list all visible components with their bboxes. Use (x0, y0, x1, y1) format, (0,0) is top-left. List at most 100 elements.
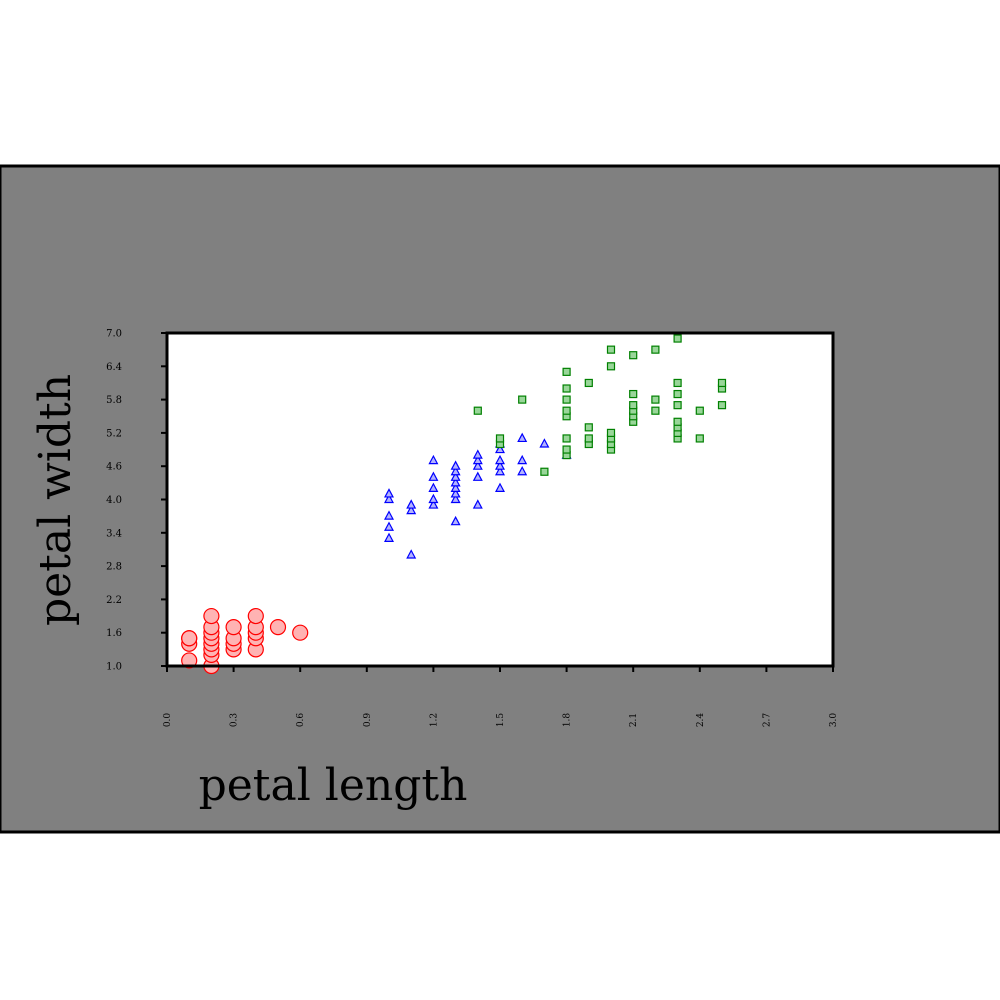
y-tick-label: 3.4 (106, 528, 122, 539)
data-point-square (584, 378, 593, 388)
data-point-triangle (450, 488, 461, 498)
data-point-triangle (450, 482, 461, 492)
data-point-square (629, 389, 638, 399)
data-point-triangle (384, 510, 394, 520)
data-point-circle (247, 607, 264, 625)
x-tick-label: 2.4 (696, 713, 706, 728)
y-tick-label: 2.8 (106, 562, 122, 573)
data-point-square (562, 406, 571, 415)
data-point-triangle (428, 482, 439, 492)
x-tick-label: 0.9 (363, 713, 373, 728)
y-tick-label: 7.0 (106, 329, 122, 340)
data-point-triangle (450, 493, 461, 504)
data-point-triangle (495, 454, 505, 465)
data-point-triangle (428, 471, 439, 481)
data-point-triangle (495, 460, 505, 470)
y-tick-label: 1.6 (106, 628, 122, 639)
data-point-circle (292, 624, 309, 641)
data-point-square (584, 434, 593, 443)
data-point-square (606, 362, 616, 371)
data-point-square (651, 395, 660, 404)
data-point-triangle (384, 488, 394, 498)
data-point-square (673, 417, 682, 426)
data-point-triangle (384, 521, 394, 531)
data-point-triangle (472, 499, 483, 509)
data-point-square (673, 334, 682, 343)
data-point-square (717, 401, 727, 410)
y-axis-ticks: 1.0 1.6 2.2 2.8 3.4 4.0 4.6 5.2 5.8 6.4 7.0 (106, 329, 167, 673)
data-point-square (629, 351, 638, 360)
data-point-triangle (406, 499, 417, 509)
data-point-triangle (428, 454, 439, 465)
data-point-triangle (450, 465, 461, 476)
data-point-square (606, 428, 616, 437)
data-point-square (673, 378, 682, 388)
data-point-square (673, 389, 682, 399)
data-point-square (540, 467, 549, 476)
data-point-square (495, 434, 505, 443)
data-point-triangle (472, 471, 483, 481)
data-point-square (695, 434, 704, 443)
x-tick-label: 0.0 (163, 713, 173, 728)
data-point-circle (203, 607, 220, 625)
x-tick-label: 1.5 (496, 713, 506, 728)
data-point-square (518, 395, 527, 404)
data-point-square (562, 445, 571, 454)
data-points (181, 334, 727, 675)
y-tick-label: 4.0 (106, 495, 122, 506)
x-axis-ticks: 0.0 0.3 0.6 0.9 1.2 1.5 1.8 2.1 2.4 2.7 3.0 (163, 666, 839, 727)
data-point-triangle (450, 515, 461, 526)
data-point-triangle (450, 477, 461, 487)
x-tick-label: 2.7 (762, 713, 772, 728)
data-point-triangle (384, 532, 394, 542)
data-point-triangle (428, 493, 439, 504)
y-tick-label: 6.4 (106, 362, 122, 373)
y-tick-label: 5.2 (106, 428, 122, 439)
data-point-triangle (450, 471, 461, 481)
data-point-triangle (472, 454, 483, 465)
y-tick-label: 4.6 (106, 462, 122, 473)
data-point-square (584, 423, 593, 432)
data-point-circle (181, 652, 198, 669)
x-tick-label: 3.0 (829, 713, 839, 728)
data-point-circle (181, 630, 198, 647)
data-point-square (651, 406, 660, 415)
data-point-triangle (495, 465, 505, 476)
data-point-square (562, 384, 571, 393)
data-point-square (606, 345, 616, 354)
data-point-triangle (472, 449, 483, 459)
data-point-triangle (472, 460, 483, 470)
data-point-circle (225, 619, 242, 636)
data-point-square (717, 378, 727, 388)
data-point-square (562, 367, 571, 376)
data-point-square (473, 406, 482, 415)
x-tick-label: 0.6 (296, 713, 306, 728)
x-tick-label: 0.3 (230, 713, 240, 728)
data-point-triangle (384, 493, 394, 504)
data-point-triangle (406, 549, 417, 559)
data-point-triangle (539, 438, 550, 448)
data-point-triangle (450, 460, 461, 470)
x-axis-label: petal length (199, 760, 468, 811)
data-point-square (695, 406, 704, 415)
data-point-triangle (495, 482, 505, 492)
data-point-triangle (428, 499, 439, 509)
data-point-triangle (517, 454, 528, 465)
data-point-triangle (406, 504, 417, 515)
data-point-square (651, 345, 660, 354)
data-point-square (562, 434, 571, 443)
x-tick-label: 2.1 (629, 713, 639, 727)
data-point-triangle (495, 443, 505, 454)
data-point-square (673, 401, 682, 410)
plot-area (167, 333, 833, 666)
y-tick-label: 5.8 (106, 395, 122, 406)
y-tick-label: 1.0 (106, 662, 122, 673)
data-point-square (562, 395, 571, 404)
x-tick-label: 1.8 (563, 713, 573, 728)
data-point-square (629, 401, 638, 410)
y-tick-label: 2.2 (106, 595, 122, 606)
data-point-circle (269, 619, 287, 636)
x-tick-label: 1.2 (429, 713, 439, 727)
data-point-triangle (517, 465, 528, 476)
